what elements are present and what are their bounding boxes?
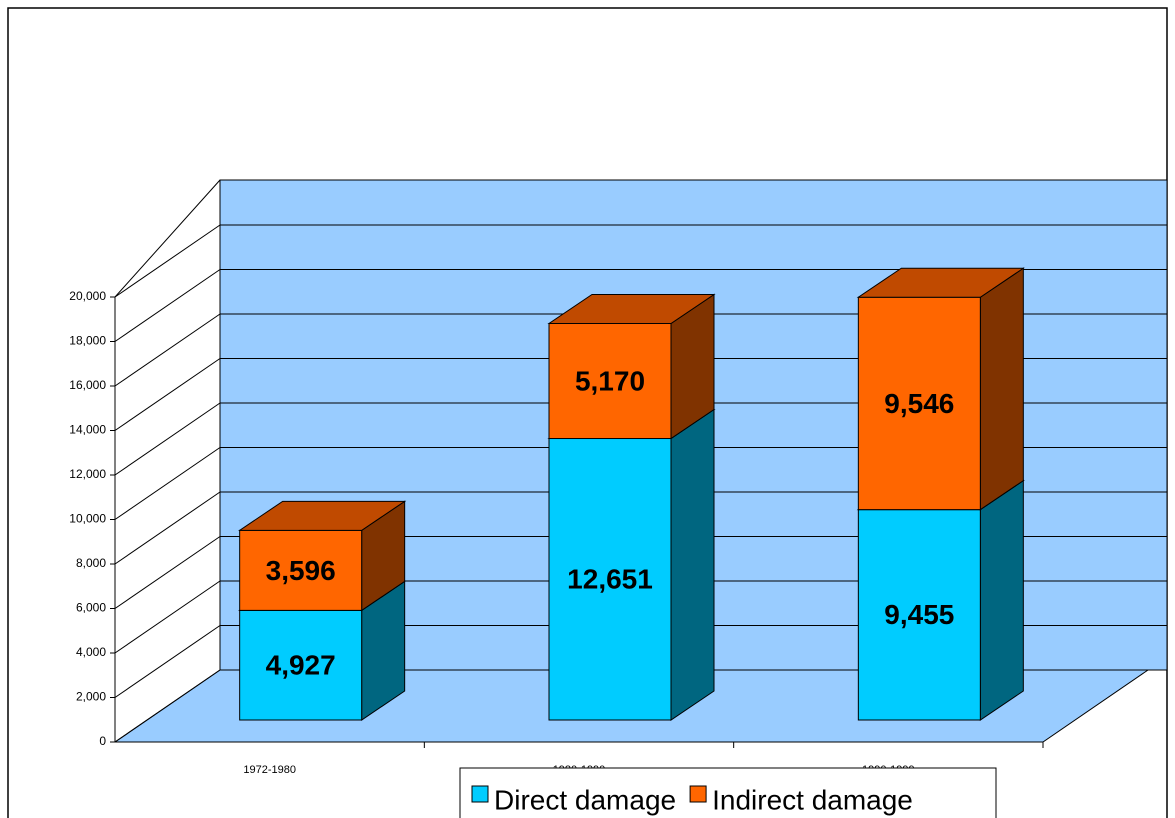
y-tick-label: 2,000: [76, 690, 106, 704]
bar-side: [979, 267, 1024, 511]
value-label: 9,455: [884, 599, 954, 630]
bar: [239, 529, 363, 611]
grid-line: [114, 313, 221, 387]
bar-side: [979, 479, 1024, 721]
side-wall-top: [114, 179, 221, 298]
value-label: 5,170: [575, 365, 645, 396]
value-label: 3,596: [266, 555, 336, 586]
grid-line: [114, 580, 221, 654]
y-tick-label: 4,000: [76, 645, 106, 659]
grid-line: [114, 402, 221, 476]
y-tick-label: 10,000: [69, 512, 106, 526]
bar-top: [547, 293, 716, 324]
legend-swatch: [471, 785, 489, 803]
grid-line: [114, 224, 221, 298]
y-tick-label: 14,000: [69, 423, 106, 437]
legend-swatch: [689, 785, 707, 803]
value-label: 4,927: [266, 650, 336, 681]
bar-side: [670, 408, 715, 721]
back-wall-top: [219, 179, 1168, 226]
y-tick-label: 20,000: [69, 289, 106, 303]
legend-label: Direct damage: [494, 784, 676, 815]
grid-line: [114, 536, 221, 609]
bar: [548, 438, 672, 721]
bar-top: [238, 500, 407, 531]
x-tick-label: 1972-1980: [243, 764, 296, 776]
value-label: 12,651: [567, 564, 653, 595]
value-label: 9,546: [884, 388, 954, 419]
grid-line: [114, 669, 221, 743]
grid-line: [114, 625, 221, 698]
bar: [857, 296, 981, 511]
y-tick-label: 6,000: [76, 601, 106, 615]
y-tick-label: 0: [99, 734, 106, 748]
y-tick-label: 8,000: [76, 556, 106, 570]
y-tick-label: 12,000: [69, 467, 106, 481]
bar: [548, 322, 672, 440]
bar: [857, 509, 981, 721]
bar: [239, 609, 363, 721]
y-tick-label: 16,000: [69, 378, 106, 392]
legend-label: Indirect damage: [712, 784, 913, 815]
bar-top: [856, 267, 1025, 298]
grid-line: [114, 269, 221, 342]
legend-box: [459, 767, 997, 818]
grid-line: [114, 447, 221, 520]
y-tick-label: 18,000: [69, 334, 106, 348]
grid-line: [114, 491, 221, 565]
grid-line: [114, 358, 221, 431]
